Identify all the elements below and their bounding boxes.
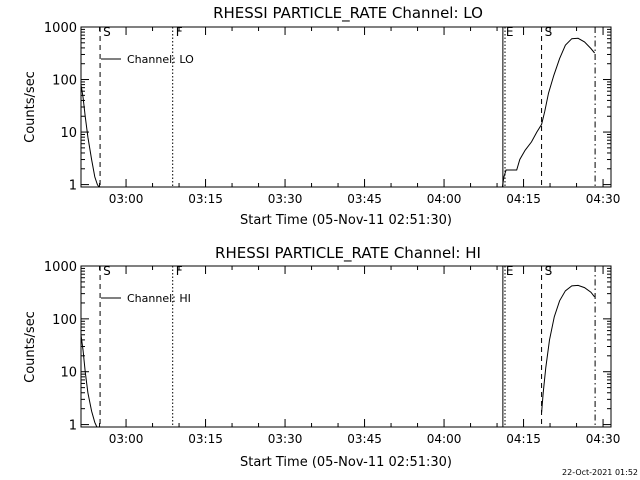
y-axis-label: Counts/sec: [23, 311, 38, 383]
y-tick-label: 1: [69, 419, 77, 434]
series-line: [501, 37, 595, 188]
y-tick-label: 100: [52, 74, 77, 89]
legend-label: Channel: HI: [127, 292, 191, 305]
event-marker-label: S: [545, 25, 553, 39]
event-marker-label: F: [176, 25, 183, 39]
x-tick-label: 03:30: [268, 192, 303, 206]
event-marker-label: E: [506, 25, 514, 39]
chart-title: RHESSI PARTICLE_RATE Channel: HI: [215, 244, 481, 263]
y-tick-label: 100: [52, 313, 77, 328]
x-tick-label: 04:00: [427, 432, 462, 446]
x-tick-label: 03:45: [347, 432, 382, 446]
x-tick-label: 03:15: [188, 432, 223, 446]
plot-frame: [80, 26, 612, 188]
x-axis-label: Start Time (05-Nov-11 02:51:30): [240, 213, 452, 228]
event-marker-label: F: [176, 264, 183, 278]
y-tick-label: 10: [60, 126, 77, 141]
chart-title: RHESSI PARTICLE_RATE Channel: LO: [213, 4, 483, 23]
series-line: [80, 84, 100, 188]
chart-panel-hi: RHESSI PARTICLE_RATE Channel: HI Counts/…: [23, 244, 620, 470]
x-tick-label: 04:15: [506, 192, 541, 206]
y-tick-label: 1: [69, 179, 77, 194]
y-tick-label: 1000: [44, 260, 77, 275]
event-marker-label: E: [506, 264, 514, 278]
axes: 03:00 03:15 03:30 03:45 04:00 04:15 04:30 1 10 10…: [44, 21, 620, 206]
series-line: [541, 284, 595, 413]
chart-panel-lo: RHESSI PARTICLE_RATE Channel: LO Counts/…: [23, 4, 620, 228]
data-series: [80, 284, 595, 428]
y-axis-label: Counts/sec: [23, 71, 38, 143]
x-tick-label: 04:00: [427, 192, 462, 206]
x-tick-label: 03:15: [188, 192, 223, 206]
x-tick-label: 03:30: [268, 432, 303, 446]
event-marker-label: S: [545, 264, 553, 278]
y-tick-label: 1000: [44, 21, 77, 36]
y-tick-label: 10: [60, 366, 77, 381]
generated-timestamp: 22-Oct-2021 01:52: [562, 468, 638, 477]
event-marker-label: S: [103, 25, 111, 39]
event-marker-label: S: [103, 264, 111, 278]
data-series: [80, 37, 595, 188]
x-tick-label: 03:00: [109, 192, 144, 206]
series-line: [80, 334, 98, 428]
x-tick-label: 04:30: [586, 432, 621, 446]
x-axis-label: Start Time (05-Nov-11 02:51:30): [240, 455, 452, 470]
legend-label: Channel: LO: [127, 53, 194, 66]
x-tick-label: 03:00: [109, 432, 144, 446]
plot-frame: [80, 265, 612, 428]
x-tick-label: 03:45: [347, 192, 382, 206]
x-tick-label: 04:30: [586, 192, 621, 206]
axes: 03:00 03:15 03:30 03:45 04:00 04:15 04:30 1 10 10…: [44, 260, 620, 446]
x-tick-label: 04:15: [506, 432, 541, 446]
